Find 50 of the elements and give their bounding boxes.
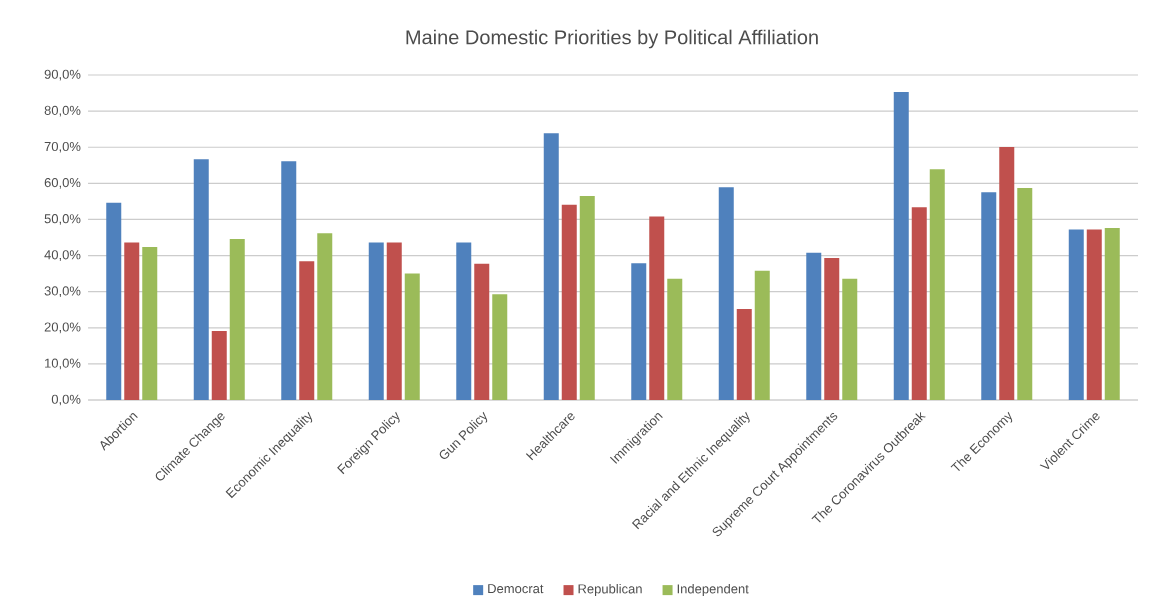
legend-label: Independent (677, 583, 749, 597)
bar (736, 309, 752, 400)
bar (893, 91, 909, 400)
bar (386, 242, 402, 400)
bar (229, 238, 245, 400)
bar (754, 270, 770, 400)
bar (842, 278, 858, 400)
bar (124, 242, 140, 400)
bar (106, 202, 122, 400)
legend-label: Democrat (488, 584, 544, 594)
bar (193, 159, 209, 400)
bar (456, 242, 472, 400)
bar (981, 192, 997, 400)
bar (579, 195, 595, 400)
bar (911, 207, 927, 400)
bar (368, 242, 384, 400)
y-tick-label: 90,0% (44, 69, 81, 81)
y-tick-label: 20,0% (44, 322, 81, 334)
bar (631, 263, 647, 400)
bar (999, 146, 1015, 400)
bar (317, 233, 333, 400)
legend-label: Republican (578, 583, 642, 597)
bar (281, 161, 297, 400)
bar (1086, 229, 1102, 400)
bar (142, 246, 158, 400)
y-tick-label: 0,0% (51, 394, 81, 406)
bar (649, 216, 665, 400)
y-tick-label: 80,0% (44, 105, 81, 117)
bar (667, 278, 683, 400)
y-tick-label: 50,0% (44, 214, 81, 225)
bar (1017, 188, 1033, 400)
bar (1068, 229, 1084, 400)
bar (1104, 228, 1120, 400)
bar (718, 187, 734, 400)
y-tick-label: 60,0% (44, 177, 81, 189)
y-tick-label: 70,0% (44, 141, 81, 153)
bar (806, 252, 822, 400)
bar (299, 261, 315, 400)
bar (211, 331, 227, 400)
bar (561, 204, 577, 400)
bar (474, 263, 490, 400)
y-tick-label: 10,0% (45, 358, 81, 370)
bar (404, 273, 420, 400)
y-tick-label: 40,0% (44, 250, 81, 261)
bar (929, 169, 945, 400)
bar (824, 258, 840, 400)
chart-title: Maine Domestic Priorities by Political Affiliation (406, 29, 818, 49)
y-tick-label: 30,0% (44, 286, 81, 298)
bar (543, 133, 559, 400)
bar (492, 294, 508, 400)
